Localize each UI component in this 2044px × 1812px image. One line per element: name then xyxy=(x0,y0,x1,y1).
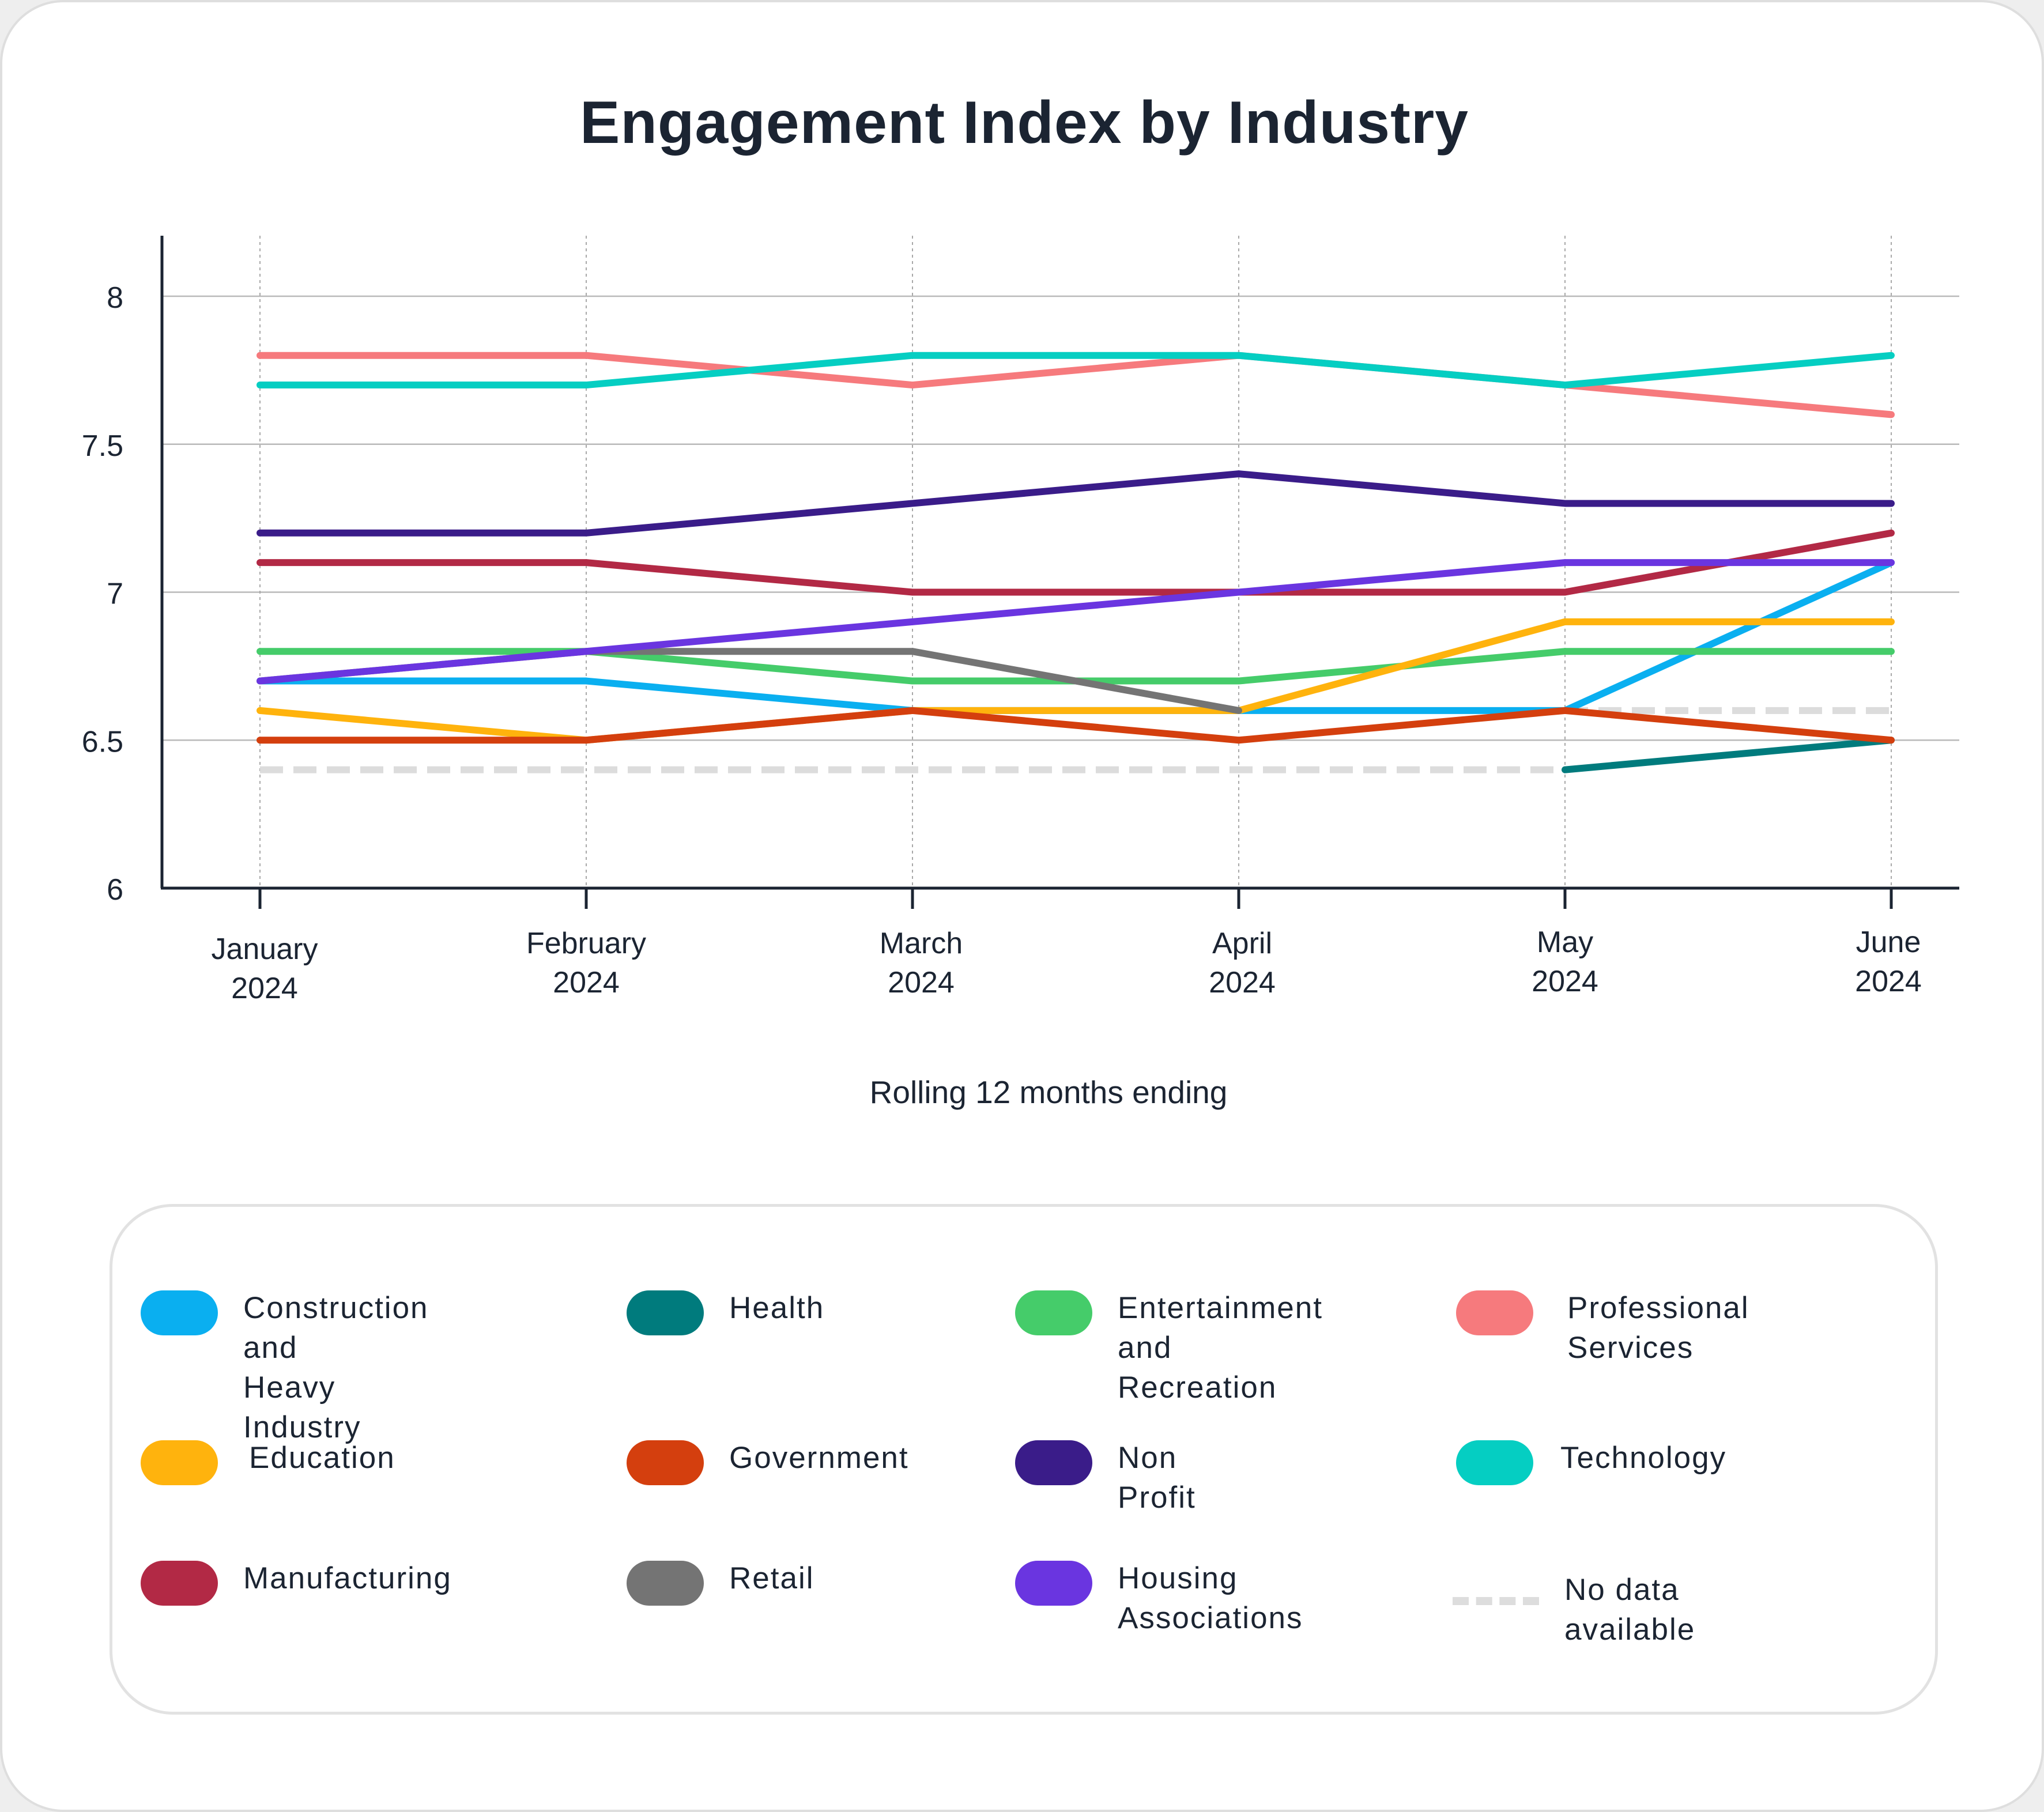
legend-label: Government xyxy=(729,1441,909,1475)
x-axis-label: Rolling 12 months ending xyxy=(870,1074,1228,1110)
legend-label: Education xyxy=(249,1441,395,1475)
legend-swatch xyxy=(1015,1561,1092,1606)
series-line-housing-associations xyxy=(257,559,1895,685)
legend-label: No data available xyxy=(1564,1573,1696,1647)
line-chart: 6 6.5 7 7.5 8 January 2024 February 2024 March 202… xyxy=(82,236,1959,1110)
legend-label: Professional Services xyxy=(1567,1291,1749,1365)
legend-swatch xyxy=(1456,1440,1533,1485)
x-tick-label: 2024 xyxy=(231,972,298,1005)
legend-swatch xyxy=(1015,1440,1092,1485)
legend-swatch xyxy=(141,1440,218,1485)
series-line-education xyxy=(257,618,1895,744)
series-line-manufacturing xyxy=(257,529,1895,596)
axes xyxy=(160,236,1959,909)
y-tick-label: 6 xyxy=(107,873,123,907)
series-line-construction-and-heavy-industry xyxy=(257,559,1895,714)
x-tick-label: 2024 xyxy=(888,966,955,999)
tick-labels: 6 6.5 7 7.5 8 January 2024 February 2024 March 202… xyxy=(82,281,1922,1005)
y-tick-label: 6.5 xyxy=(82,725,123,758)
legend-label: Technology xyxy=(1560,1441,1727,1475)
legend: Construction and Heavy Industry Health Ent… xyxy=(110,1204,1938,1715)
y-tick-label: 8 xyxy=(107,281,123,315)
no-data-lines xyxy=(260,707,1891,773)
legend-swatch xyxy=(1456,1290,1533,1335)
x-tick-label: 2024 xyxy=(553,966,620,999)
legend-label: Construction and Heavy Industry xyxy=(243,1291,429,1444)
x-tick-label: 2024 xyxy=(1209,966,1276,999)
x-tick-label: January xyxy=(212,933,318,966)
x-tick-label: 2024 xyxy=(1532,965,1598,998)
series-line-non-profit xyxy=(257,470,1895,537)
series-line-health xyxy=(1562,737,1895,773)
legend-swatch xyxy=(627,1440,704,1485)
legend-label: Entertainment and Recreation xyxy=(1118,1291,1323,1405)
legend-label: Non Profit xyxy=(1118,1441,1196,1515)
legend-swatch xyxy=(141,1290,218,1335)
legend-swatch xyxy=(141,1561,218,1606)
chart-title: Engagement Index by Industry xyxy=(579,89,1469,156)
series-line-government xyxy=(257,707,1895,744)
series-line-professional-services xyxy=(257,352,1895,418)
y-tick-label: 7.5 xyxy=(82,429,123,463)
y-tick-label: 7 xyxy=(107,577,123,611)
series-line-technology xyxy=(257,352,1895,389)
x-tick-label: 2024 xyxy=(1855,965,1922,998)
legend-label: Retail xyxy=(729,1561,814,1595)
x-tick-label: June xyxy=(1856,926,1921,959)
legend-label: Manufacturing xyxy=(243,1561,452,1595)
series-lines xyxy=(257,352,1895,773)
legend-swatch xyxy=(1453,1597,1539,1605)
x-tick-label: May xyxy=(1537,926,1593,959)
legend-label: Housing Associations xyxy=(1118,1561,1303,1635)
legend-swatch xyxy=(627,1290,704,1335)
x-tick-label: April xyxy=(1212,927,1272,960)
legend-label: Health xyxy=(729,1291,825,1325)
legend-swatch xyxy=(1015,1290,1092,1335)
legend-swatch xyxy=(627,1561,704,1606)
x-tick-label: March xyxy=(880,927,963,960)
x-tick-label: February xyxy=(526,927,646,960)
